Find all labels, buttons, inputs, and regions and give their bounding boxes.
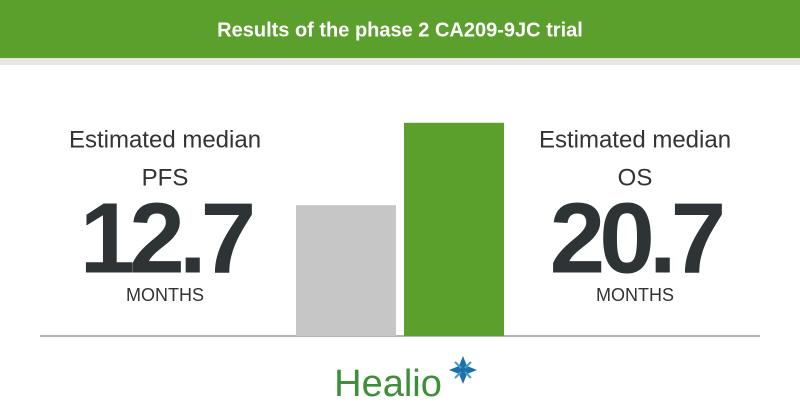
bar [404, 122, 504, 336]
logo-star [449, 356, 477, 384]
stat-unit: MONTHS [126, 285, 204, 305]
stat-value: 12.7 [80, 182, 253, 294]
stat-label: Estimated median [539, 126, 731, 153]
stat-metric: OS [618, 164, 653, 191]
logo: Healio [334, 363, 442, 405]
stat-value: 20.7 [550, 182, 723, 294]
title: Results of the phase 2 CA209-9JC trial [217, 19, 583, 41]
stat-metric: PFS [142, 164, 189, 191]
stat-unit: MONTHS [596, 285, 674, 305]
bar [296, 205, 396, 336]
header-band [0, 0, 800, 58]
logo-group: Healio [334, 356, 477, 405]
stat-label: Estimated median [69, 126, 261, 153]
header-shadow [0, 58, 800, 65]
